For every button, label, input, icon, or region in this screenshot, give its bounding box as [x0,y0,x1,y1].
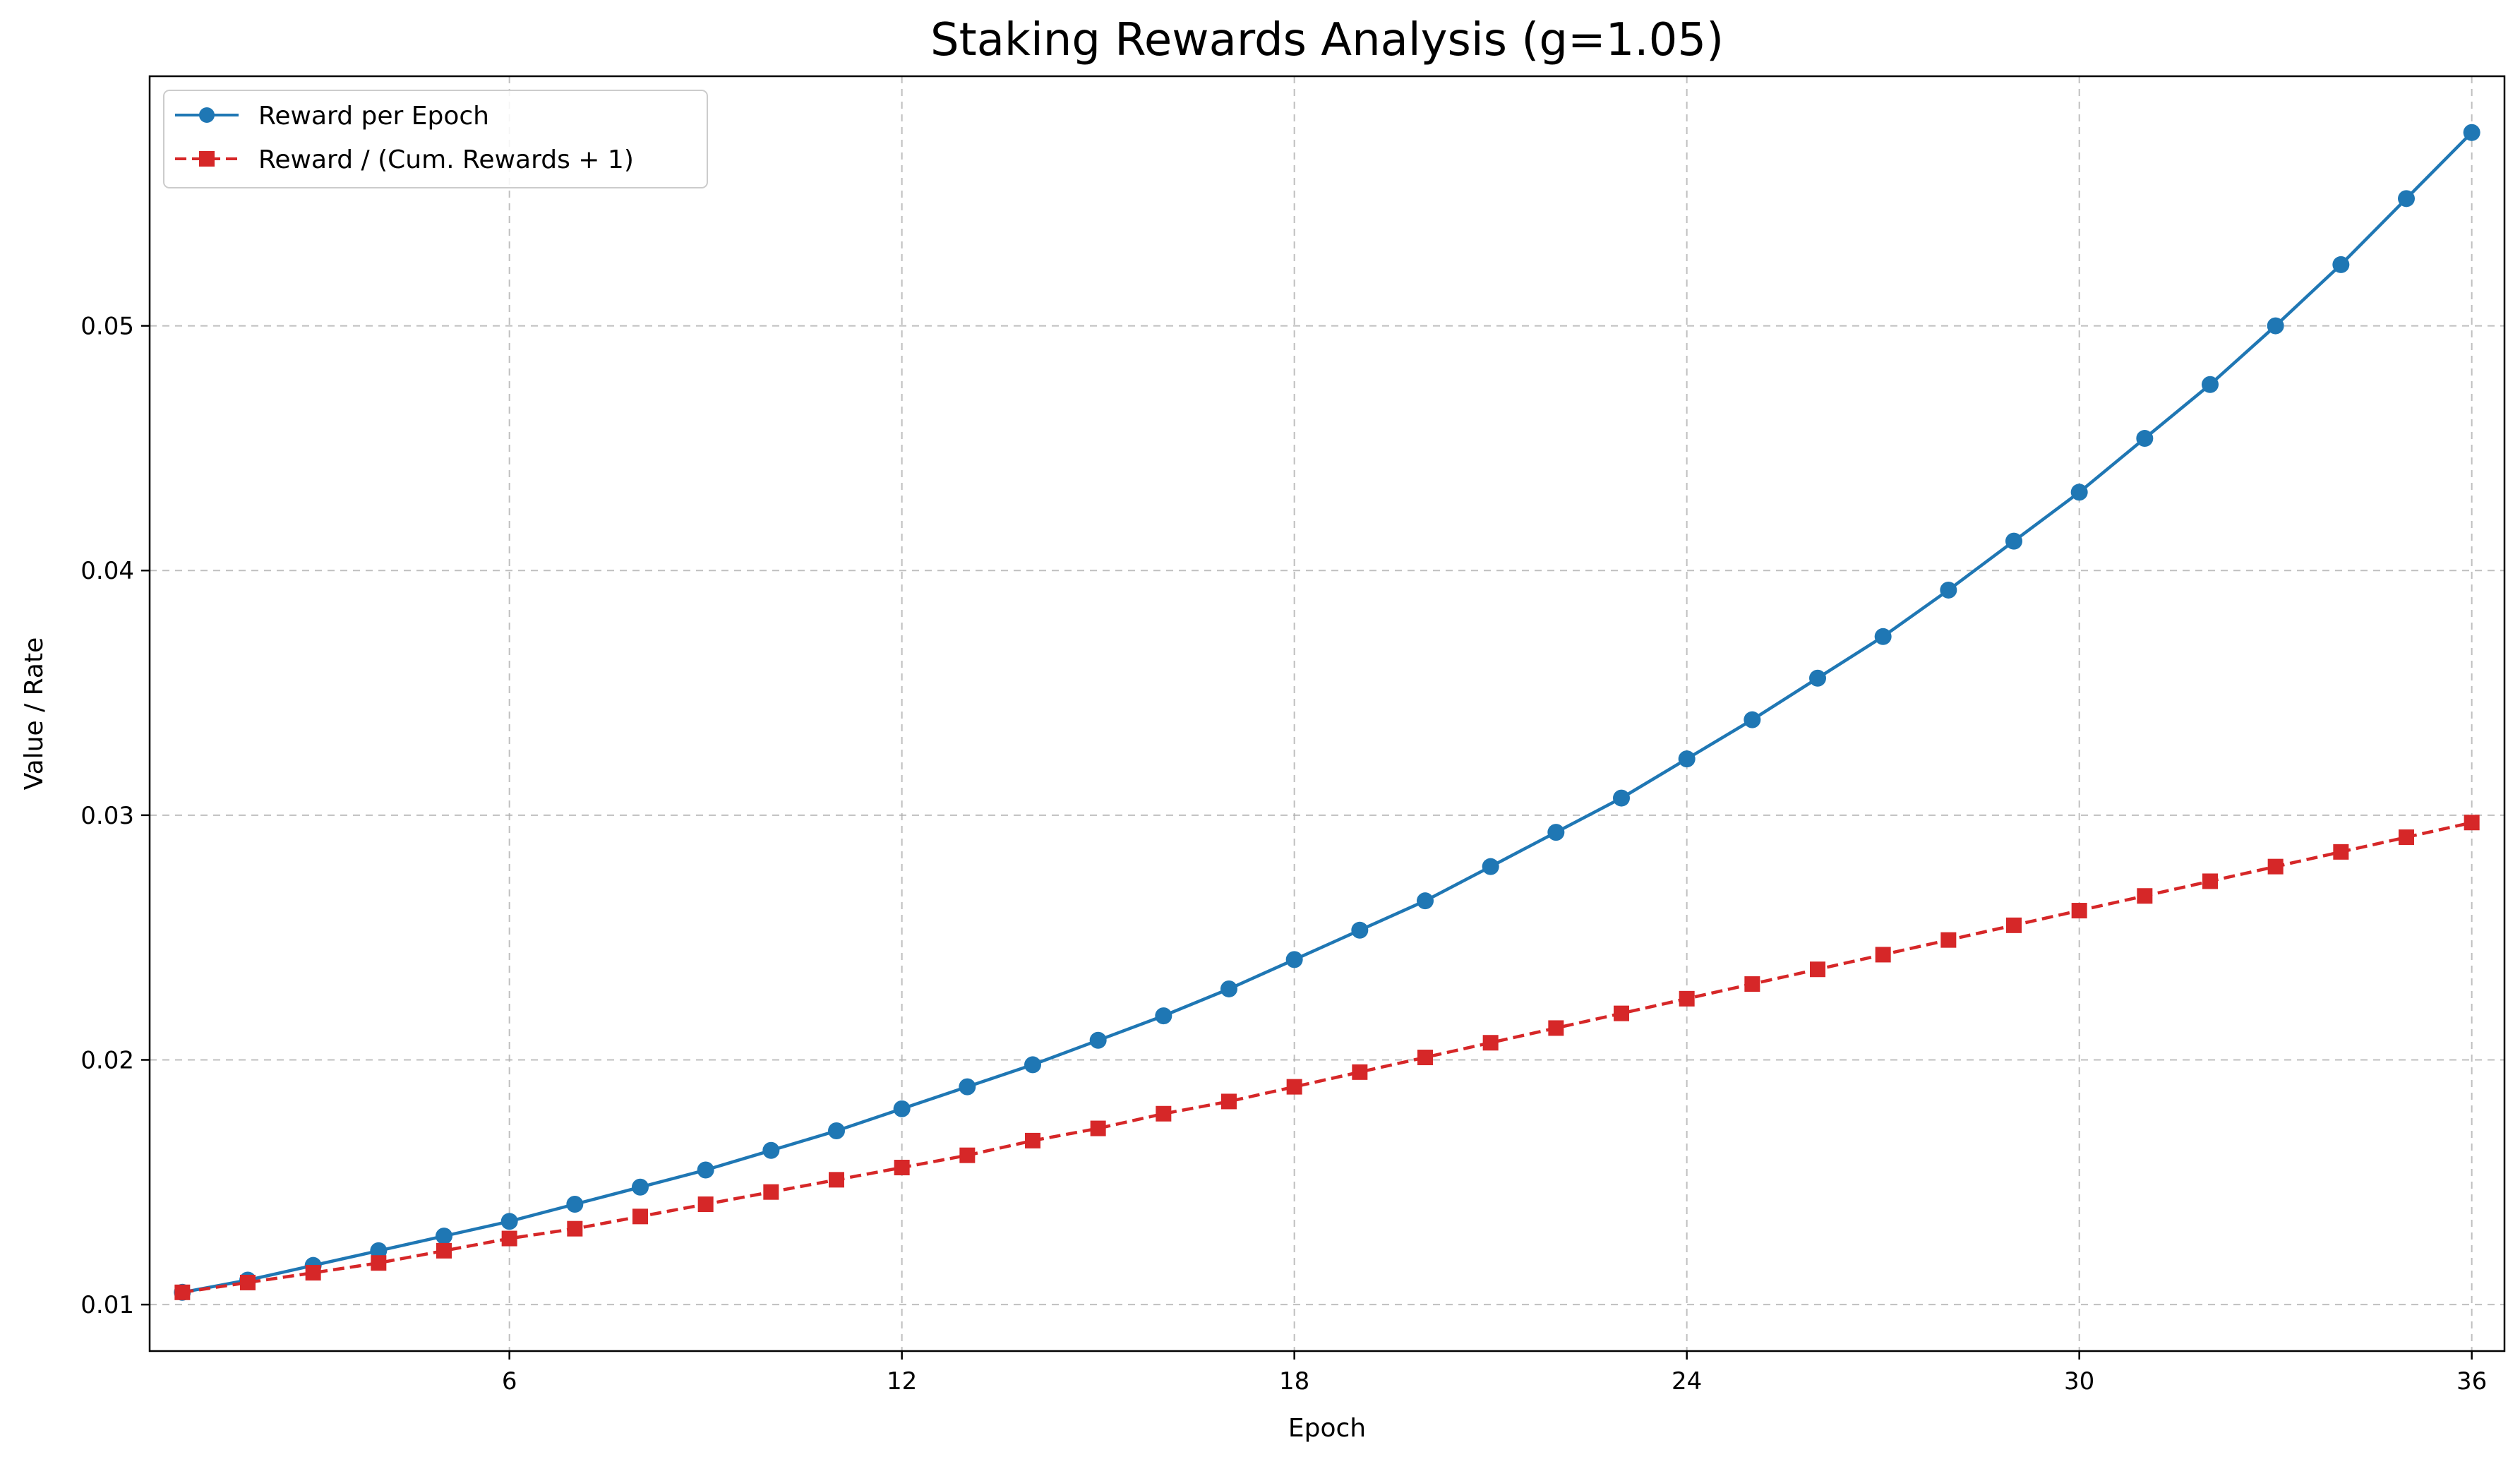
data-point-reward-ratio [697,1196,714,1213]
data-point-reward-ratio [959,1147,976,1163]
data-point-reward-per-epoch [1744,711,1761,728]
data-point-reward-per-epoch [959,1078,976,1096]
data-point-reward-ratio [2071,903,2087,919]
x-tick-label: 30 [2064,1367,2094,1396]
x-tick-label: 12 [887,1367,917,1396]
data-point-reward-ratio [1744,976,1760,992]
data-point-reward-ratio [1614,1005,1629,1021]
data-point-reward-ratio [501,1230,517,1247]
data-point-reward-ratio [436,1242,452,1259]
data-point-reward-per-epoch [1809,669,1826,687]
x-tick-label: 6 [502,1367,517,1396]
data-point-reward-ratio [1352,1064,1368,1080]
data-point-reward-ratio [1417,1050,1433,1066]
data-point-reward-per-epoch [2463,124,2480,141]
data-point-reward-ratio [1221,1093,1237,1110]
data-point-reward-per-epoch [566,1196,584,1213]
legend-box [163,90,708,188]
data-point-reward-per-epoch [2070,484,2088,501]
data-point-reward-ratio [1548,1020,1564,1036]
series-layer [174,124,2480,1301]
legend-label-reward-per-epoch: Reward per Epoch [258,102,489,131]
data-point-reward-ratio [2267,858,2284,875]
data-point-reward-per-epoch [1678,750,1696,768]
x-tick-label: 18 [1279,1367,1309,1396]
data-point-reward-per-epoch [632,1178,649,1196]
data-point-reward-ratio [1025,1132,1040,1148]
data-point-reward-ratio [371,1255,387,1271]
data-point-reward-ratio [2333,844,2349,860]
x-axis-label: Epoch [1288,1414,1366,1443]
data-point-reward-per-epoch [1220,980,1237,997]
data-point-reward-ratio [2006,917,2022,933]
series-line-reward-per-epoch [181,131,2473,1295]
data-point-reward-ratio [1875,947,1891,963]
data-point-reward-per-epoch [1613,789,1630,807]
data-point-reward-ratio [1286,1079,1302,1095]
x-tick-label: 24 [1672,1367,1702,1396]
data-point-reward-ratio [1482,1035,1499,1051]
data-point-reward-per-epoch [2202,376,2219,393]
data-point-reward-per-epoch [828,1122,845,1140]
y-tick-label: 0.04 [80,557,134,585]
data-point-reward-ratio [174,1284,191,1300]
data-point-reward-per-epoch [370,1242,388,1259]
data-point-reward-per-epoch [1874,628,1892,645]
y-tick-label: 0.05 [80,313,134,341]
data-point-reward-per-epoch [1940,581,1957,599]
data-point-reward-per-epoch [1155,1007,1172,1025]
data-point-reward-per-epoch [1482,858,1499,875]
data-point-reward-per-epoch [1547,824,1565,841]
data-point-reward-per-epoch [1089,1031,1107,1049]
data-point-reward-ratio [1810,961,1825,978]
legend-marker-reward-ratio [199,151,215,167]
data-point-reward-ratio [2399,829,2414,846]
data-point-reward-ratio [894,1160,910,1176]
data-point-reward-ratio [1156,1105,1172,1122]
data-point-reward-ratio [763,1184,779,1200]
data-point-reward-per-epoch [1351,921,1369,939]
legend-marker-reward-per-epoch [199,107,215,123]
chart-title: Staking Rewards Analysis (g=1.05) [930,14,1724,66]
data-point-reward-per-epoch [893,1100,911,1117]
data-point-reward-per-epoch [1285,951,1303,968]
y-tick-label: 0.01 [80,1291,134,1319]
data-point-reward-ratio [567,1220,583,1237]
x-tick-label: 36 [2456,1367,2487,1396]
data-point-reward-per-epoch [2267,317,2284,335]
data-point-reward-ratio [1090,1120,1106,1136]
legend-label-reward-ratio: Reward / (Cum. Rewards + 1) [258,145,634,174]
data-point-reward-ratio [829,1172,844,1188]
data-point-reward-per-epoch [2136,430,2154,448]
data-point-reward-per-epoch [1024,1056,1041,1074]
data-point-reward-ratio [2464,815,2480,831]
grid-layer [150,76,2504,1351]
tick-layer: 6 12 18 24 30 36 0.01 0.02 0.03 0.04 0.05 [80,313,2487,1396]
y-tick-label: 0.03 [80,802,134,830]
data-point-reward-per-epoch [2398,190,2415,208]
data-point-reward-ratio [240,1274,256,1290]
data-point-reward-per-epoch [2332,256,2350,273]
data-point-reward-per-epoch [697,1161,714,1179]
data-point-reward-ratio [2202,873,2218,889]
data-point-reward-ratio [305,1265,321,1281]
data-point-reward-per-epoch [436,1228,452,1245]
data-point-reward-per-epoch [1417,892,1434,910]
data-point-reward-ratio [2137,888,2153,904]
data-point-reward-ratio [1679,990,1695,1007]
y-axis-label: Value / Rate [20,637,49,790]
data-point-reward-per-epoch [762,1141,780,1159]
data-point-reward-per-epoch [500,1213,518,1230]
data-point-reward-ratio [632,1208,648,1225]
data-point-reward-ratio [1940,932,1957,948]
y-tick-label: 0.02 [80,1046,134,1074]
legend: Reward per Epoch Reward / (Cum. Rewards … [163,90,708,188]
plot-frame [148,75,2506,1352]
data-point-reward-per-epoch [2005,532,2022,550]
